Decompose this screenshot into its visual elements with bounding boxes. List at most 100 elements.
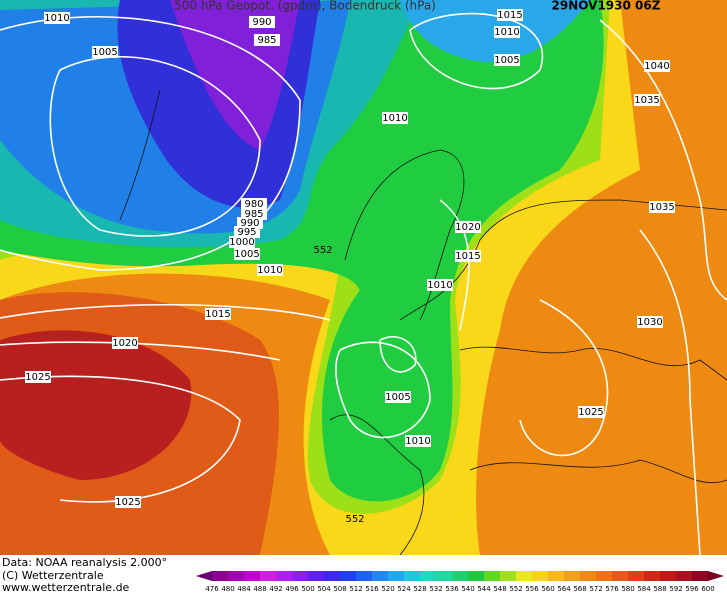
isobar-label-bg bbox=[649, 201, 675, 213]
isobar-label: 1025 bbox=[115, 497, 140, 508]
legend-swatch bbox=[388, 571, 404, 581]
isobar-label: 980 bbox=[244, 199, 263, 210]
isobar-label: 990 bbox=[240, 218, 259, 229]
isobar-label: 1015 bbox=[497, 10, 522, 21]
isobar-label: 1000 bbox=[229, 237, 254, 248]
legend-swatch bbox=[292, 571, 308, 581]
isobar-label: 1015 bbox=[455, 251, 480, 262]
isobar-label-bg bbox=[44, 12, 70, 24]
isobar-label: 1035 bbox=[649, 202, 674, 213]
isobar-label: 1015 bbox=[205, 309, 230, 320]
isobar-label: 1010 bbox=[427, 280, 452, 291]
isobar-label: 1010 bbox=[405, 436, 430, 447]
legend-swatch bbox=[676, 571, 692, 581]
coastlines bbox=[119, 89, 727, 556]
legend-swatch bbox=[660, 571, 676, 581]
legend-swatch bbox=[340, 571, 356, 581]
isobar-label-bg bbox=[112, 337, 138, 349]
isobar-label-bg bbox=[229, 236, 255, 248]
isobar-label-bg bbox=[249, 16, 275, 28]
legend-swatch bbox=[404, 571, 420, 581]
legend-label: 596 bbox=[685, 585, 699, 593]
legend-label: 576 bbox=[605, 585, 619, 593]
isobar-label: 552 bbox=[313, 245, 332, 256]
legend-swatch bbox=[276, 571, 292, 581]
legend-label: 516 bbox=[365, 585, 379, 593]
legend-swatch bbox=[564, 571, 580, 581]
legend-label: 544 bbox=[477, 585, 491, 593]
legend-label: 512 bbox=[349, 585, 362, 593]
legend-swatch bbox=[436, 571, 452, 581]
isobar-label-bg bbox=[455, 221, 481, 233]
copyright: (C) Wetterzentrale bbox=[2, 569, 104, 582]
isobar-label: 985 bbox=[244, 209, 263, 220]
legend-arrow-right bbox=[708, 571, 724, 581]
isobar-label-bg bbox=[405, 435, 431, 447]
isobar-label-bg bbox=[382, 112, 408, 124]
legend-label: 508 bbox=[333, 585, 346, 593]
legend-label: 560 bbox=[541, 585, 554, 593]
legend-swatch bbox=[324, 571, 340, 581]
isobar-label-bg bbox=[115, 496, 141, 508]
legend-label: 588 bbox=[653, 585, 666, 593]
isobar-label: 1010 bbox=[382, 113, 407, 124]
legend-label: 532 bbox=[429, 585, 442, 593]
website: www.wetterzentrale.de bbox=[2, 581, 130, 593]
isobar-label: 1020 bbox=[112, 338, 137, 349]
legend-swatch bbox=[468, 571, 484, 581]
legend-swatch bbox=[612, 571, 628, 581]
isobar-label-bg bbox=[257, 264, 283, 276]
legend-label: 552 bbox=[509, 585, 522, 593]
map-date: 29NOV1930 06Z bbox=[552, 0, 661, 13]
legend-arrow-left bbox=[196, 571, 212, 581]
legend-swatch bbox=[244, 571, 260, 581]
legend-swatch bbox=[484, 571, 500, 581]
legend-label: 500 bbox=[301, 585, 314, 593]
isobar-label: 1005 bbox=[92, 47, 117, 58]
legend-label: 572 bbox=[589, 585, 602, 593]
isobar-label-bg bbox=[427, 279, 453, 291]
legend-label: 556 bbox=[525, 585, 539, 593]
legend-swatch bbox=[372, 571, 388, 581]
isobar-label-bg bbox=[578, 406, 604, 418]
legend-label: 548 bbox=[493, 585, 506, 593]
isobar-label-bg bbox=[234, 248, 260, 260]
legend-label: 592 bbox=[669, 585, 682, 593]
legend-swatch bbox=[548, 571, 564, 581]
legend-label: 488 bbox=[253, 585, 266, 593]
isobar-label-bg bbox=[241, 198, 267, 210]
legend-swatch bbox=[692, 571, 708, 581]
isobar-label-bg bbox=[385, 391, 411, 403]
isobar-label-bg bbox=[634, 94, 660, 106]
isobar-label: 1035 bbox=[634, 95, 659, 106]
isobar-label: 1020 bbox=[455, 222, 480, 233]
isobar-label: 1010 bbox=[44, 13, 69, 24]
legend-label: 524 bbox=[397, 585, 411, 593]
legend-label: 564 bbox=[557, 585, 571, 593]
isobar-label: 1025 bbox=[578, 407, 603, 418]
legend-label: 600 bbox=[701, 585, 714, 593]
legend-swatch bbox=[452, 571, 468, 581]
data-source: Data: NOAA reanalysis 2.000° bbox=[2, 556, 167, 569]
legend-swatch bbox=[516, 571, 532, 581]
legend-swatch bbox=[308, 571, 324, 581]
map-title: 500 hPa Geopot. (gpdm), Bodendruck (hPa) bbox=[174, 0, 436, 13]
isobar-label: 1010 bbox=[257, 265, 282, 276]
isobar-label: 1010 bbox=[494, 27, 519, 38]
legend-label: 528 bbox=[413, 585, 426, 593]
legend-swatch bbox=[628, 571, 644, 581]
legend-label: 480 bbox=[221, 585, 234, 593]
isobar-label: 1005 bbox=[494, 55, 519, 66]
legend-swatch bbox=[260, 571, 276, 581]
legend-label: 496 bbox=[285, 585, 299, 593]
legend-swatch bbox=[580, 571, 596, 581]
legend-label: 504 bbox=[317, 585, 331, 593]
isobar-label: 990 bbox=[252, 17, 271, 28]
legend-label: 492 bbox=[269, 585, 282, 593]
legend-swatch bbox=[356, 571, 372, 581]
legend-label: 476 bbox=[205, 585, 219, 593]
isobar-label: 1030 bbox=[637, 317, 662, 328]
isobar-label-bg bbox=[644, 60, 670, 72]
